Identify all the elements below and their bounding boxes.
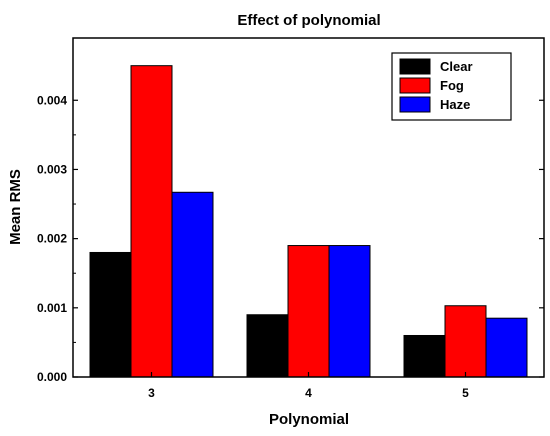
x-axis-label: Polynomial — [269, 411, 349, 428]
x-tick-label: 3 — [148, 386, 155, 400]
y-tick-label: 0.001 — [37, 301, 67, 315]
bar-fog-3 — [130, 65, 173, 378]
legend-swatch-clear — [399, 58, 431, 75]
bar-fog-4 — [287, 245, 330, 378]
legend-label-clear: Clear — [440, 59, 473, 74]
x-tick-label: 4 — [305, 386, 312, 400]
y-axis: 0.000 0.001 0.002 0.003 0.004 — [37, 93, 544, 384]
bar-haze-3 — [171, 191, 214, 378]
x-axis: 3 4 5 — [148, 372, 469, 400]
legend: Clear Fog Haze — [391, 52, 512, 121]
y-tick-label: 0.004 — [37, 93, 67, 107]
legend-label-fog: Fog — [440, 78, 464, 93]
bar-haze-4 — [328, 245, 371, 378]
bar-fog-5 — [444, 305, 487, 378]
y-axis-label: Mean RMS — [7, 169, 24, 245]
bar-clear-4 — [246, 314, 289, 378]
bar-clear-3 — [89, 251, 132, 378]
legend-label-haze: Haze — [440, 97, 470, 112]
chart-title: Effect of polynomial — [237, 12, 380, 29]
x-tick-label: 5 — [462, 386, 469, 400]
bar-clear-5 — [403, 334, 446, 378]
bars-group — [89, 65, 528, 378]
legend-swatch-fog — [399, 77, 431, 94]
y-tick-label: 0.002 — [37, 232, 67, 246]
y-tick-label: 0.000 — [37, 370, 67, 384]
y-tick-label: 0.003 — [37, 162, 67, 176]
legend-swatch-haze — [399, 96, 431, 113]
bar-haze-5 — [485, 317, 528, 378]
